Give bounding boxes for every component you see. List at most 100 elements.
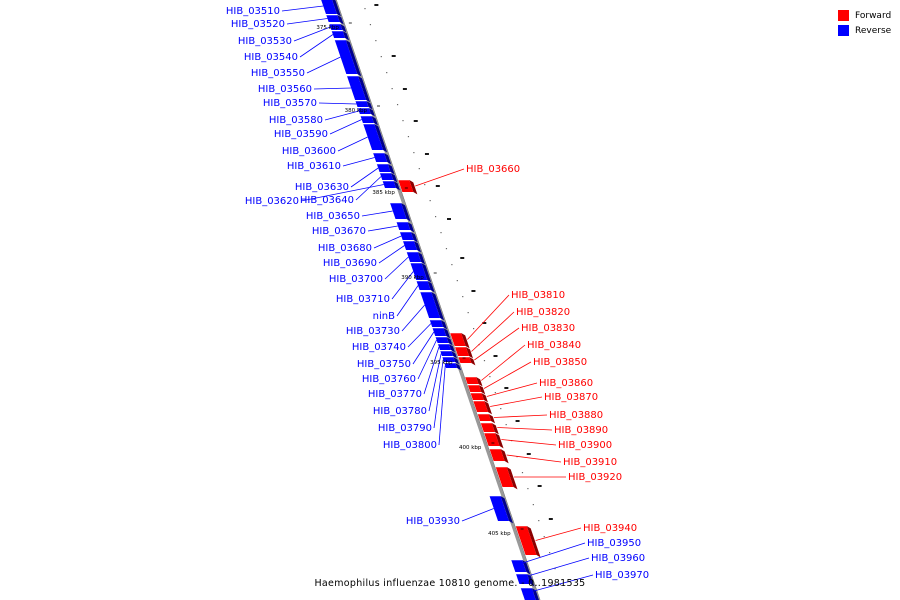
gene-HIB_03560[interactable] [346, 75, 371, 103]
gene-label[interactable]: HIB_03550 [251, 68, 305, 79]
gene-HIB_03870[interactable] [473, 400, 493, 415]
gene-label[interactable]: ninB [373, 311, 395, 322]
gene-HIB_03570[interactable] [355, 100, 373, 110]
gene-label[interactable]: HIB_03510 [226, 6, 280, 17]
gene-label[interactable]: HIB_03940 [583, 523, 637, 534]
gene-HIB_03550[interactable] [334, 39, 362, 77]
gene-label[interactable]: HIB_03860 [539, 378, 593, 389]
gene-HIB_03740[interactable] [429, 319, 448, 330]
leader-line [483, 361, 532, 389]
leader-line [318, 102, 357, 105]
gene-label[interactable]: HIB_03810 [511, 290, 565, 301]
gene-HIB_03810[interactable] [450, 332, 470, 349]
gene-label[interactable]: HIB_03710 [336, 294, 390, 305]
leader-line [300, 184, 384, 202]
gene-label[interactable]: HIB_03670 [312, 226, 366, 237]
gene-HIB_03840[interactable] [465, 376, 483, 387]
gene-label[interactable]: HIB_03700 [329, 274, 383, 285]
gene-shadow [488, 414, 496, 424]
gene-label[interactable]: HIB_03650 [306, 211, 360, 222]
gene-HIB_03860[interactable] [470, 392, 488, 403]
gene-label[interactable]: HIB_03660 [466, 164, 520, 175]
gene-label[interactable]: HIB_03590 [274, 129, 328, 140]
gene-HIB_03930[interactable] [489, 495, 514, 524]
gene-HIB_03700[interactable] [406, 251, 426, 265]
gene-HIB_03620[interactable] [382, 180, 400, 191]
gene-HIB_03780[interactable] [440, 350, 458, 359]
gene-label[interactable]: HIB_03840 [527, 340, 581, 351]
gene-label[interactable]: HIB_03900 [558, 440, 612, 451]
gene-HIB_03530[interactable] [329, 23, 347, 33]
gene-label[interactable]: HIB_03630 [295, 182, 349, 193]
gene-label[interactable]: HIB_03880 [549, 410, 603, 421]
gene-HIB_03760[interactable] [435, 336, 453, 346]
gene-label[interactable]: HIB_03970 [595, 570, 649, 581]
gene-label[interactable]: HIB_03950 [587, 538, 641, 549]
gene-HIB_03680[interactable] [399, 231, 418, 243]
gene-label[interactable]: HIB_03610 [287, 161, 341, 172]
gene-HIB_03580[interactable] [357, 107, 375, 117]
track-dot [538, 520, 540, 522]
gene-HIB_03910[interactable] [489, 448, 509, 464]
gene-label[interactable]: HIB_03640 [300, 195, 354, 206]
gene-label[interactable]: HIB_03680 [318, 243, 372, 254]
gene-label[interactable]: HIB_03570 [263, 98, 317, 109]
gene-HIB_03660[interactable] [398, 179, 418, 195]
gene-label[interactable]: HIB_03830 [521, 323, 575, 334]
gene-HIB_03600[interactable] [363, 123, 388, 153]
gene-label[interactable]: HIB_03730 [346, 326, 400, 337]
gene-HIB_03590[interactable] [360, 115, 378, 126]
gene-label[interactable]: HIB_03740 [352, 342, 406, 353]
gene-label[interactable]: HIB_03960 [591, 553, 645, 564]
legend-forward[interactable]: Forward [838, 8, 900, 23]
gene-label[interactable]: HIB_03820 [516, 307, 570, 318]
gene-HIB_03630[interactable] [376, 163, 395, 175]
gene-label[interactable]: HIB_03600 [282, 146, 336, 157]
gene-label[interactable]: HIB_03760 [362, 374, 416, 385]
gene-HIB_03770[interactable] [437, 343, 455, 353]
gene-label[interactable]: HIB_03780 [373, 406, 427, 417]
gene-label[interactable]: HIB_03540 [244, 52, 298, 63]
gene-HIB_03610[interactable] [373, 152, 392, 165]
gene-HIB_03830[interactable] [458, 356, 476, 366]
gene-HIB_03710[interactable] [410, 262, 432, 283]
gene-label[interactable]: HIB_03750 [357, 359, 411, 370]
gene-HIB_03540[interactable] [331, 30, 350, 41]
gene-label[interactable]: HIB_03520 [231, 19, 285, 30]
gene-label[interactable]: HIB_03790 [378, 423, 432, 434]
gene-HIB_03640[interactable] [379, 172, 398, 183]
gene-HIB_03790[interactable] [442, 356, 460, 365]
gene-HIB_03920[interactable] [495, 466, 518, 490]
gene-label[interactable]: HIB_03620 [245, 196, 299, 207]
gene-label[interactable]: HIB_03560 [258, 84, 312, 95]
gene-HIB_03800[interactable] [444, 362, 462, 371]
gene-HIB_03880[interactable] [477, 413, 496, 424]
gene-label[interactable]: HIB_03530 [238, 36, 292, 47]
legend-reverse[interactable]: Reverse [838, 23, 900, 38]
gene-HIB_03520[interactable] [326, 14, 344, 25]
gene-label[interactable]: HIB_03580 [269, 115, 323, 126]
gene-HIB_03890[interactable] [480, 422, 499, 435]
gene-HIB_03820[interactable] [454, 346, 474, 359]
gene-HIB_03750[interactable] [432, 327, 451, 339]
gene-shadow [387, 164, 395, 175]
gene-label[interactable]: HIB_03910 [563, 457, 617, 468]
gene-label[interactable]: HIB_03930 [406, 516, 460, 527]
gene-HIB_03690[interactable] [402, 240, 422, 253]
gene-label[interactable]: HIB_03920 [568, 472, 622, 483]
gene-ninB[interactable] [416, 280, 435, 293]
gene-HIB_03850[interactable] [467, 384, 486, 395]
gene-HIB_03510[interactable] [321, 0, 341, 17]
gene-label[interactable]: HIB_03800 [383, 440, 437, 451]
gene-label[interactable]: HIB_03690 [323, 258, 377, 269]
gene-label[interactable]: HIB_03890 [554, 425, 608, 436]
gene-HIB_03940[interactable] [515, 525, 541, 558]
gene-block [437, 344, 451, 350]
gene-HIB_03670[interactable] [396, 221, 415, 233]
gene-label[interactable]: HIB_03850 [533, 357, 587, 368]
gene-HIB_03730[interactable] [420, 291, 445, 321]
gene-HIB_03650[interactable] [390, 202, 411, 222]
gene-label[interactable]: HIB_03770 [368, 389, 422, 400]
gene-label[interactable]: HIB_03870 [544, 392, 598, 403]
gene-HIB_03900[interactable] [484, 432, 504, 449]
